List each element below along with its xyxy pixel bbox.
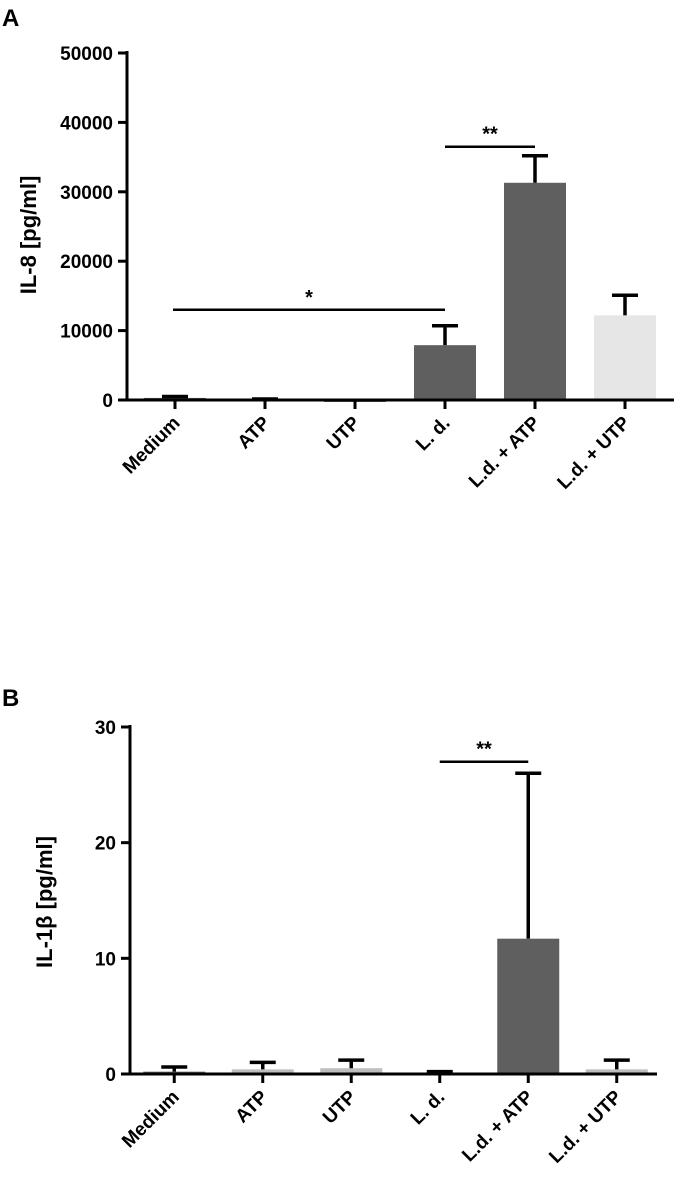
y-tick-label: 20 bbox=[95, 834, 116, 855]
plot-area-a: 0 10000 20000 30000 40000 50000 Medium ATP UTP L.… bbox=[60, 44, 674, 494]
bar-5 bbox=[504, 182, 566, 400]
y-tick-label: 10 bbox=[95, 949, 116, 970]
y-tick-label: 40000 bbox=[60, 113, 113, 134]
x-tick-label: L. d. bbox=[407, 1087, 449, 1129]
bar-2 bbox=[231, 1069, 294, 1074]
x-tick-label: UTP bbox=[319, 1086, 361, 1128]
x-tick-label: ATP bbox=[232, 1086, 273, 1127]
significance-label-1: ** bbox=[476, 739, 492, 761]
bar-6 bbox=[594, 315, 656, 400]
y-tick-label: 30 bbox=[95, 718, 116, 739]
significance-label-1: * bbox=[305, 287, 313, 309]
plot-area-b: 0 10 20 30 Medium ATP UTP L. d. L.d. + ATP L.d. +… bbox=[95, 718, 657, 1168]
x-tick-label: Medium bbox=[118, 1087, 184, 1153]
x-tick-label: L.d. + UTP bbox=[545, 1086, 626, 1167]
significance-label-2: ** bbox=[482, 124, 498, 146]
panel-letter-a: A bbox=[2, 5, 19, 32]
y-tick-label: 0 bbox=[102, 391, 113, 412]
x-tick-label: ATP bbox=[234, 412, 275, 453]
x-tick-label: UTP bbox=[323, 412, 365, 454]
panel-a: A IL-8 [pg/ml] 0 10000 20000 30000 40000 5000… bbox=[2, 5, 674, 494]
x-tick-label: L. d. bbox=[412, 413, 454, 455]
y-tick-label: 10000 bbox=[60, 322, 113, 343]
y-tick-label: 30000 bbox=[60, 183, 113, 204]
y-tick-label: 0 bbox=[105, 1065, 116, 1086]
x-tick-label: L.d. + ATP bbox=[465, 412, 545, 492]
x-tick-label: L.d. + ATP bbox=[458, 1086, 538, 1166]
bar-3 bbox=[320, 1068, 383, 1074]
panel-b: B IL-1β [pg/ml] 0 10 20 30 Medium ATP UTP L. d.… bbox=[2, 685, 657, 1168]
bar-4 bbox=[414, 345, 476, 400]
y-axis-title-a: IL-8 [pg/ml] bbox=[16, 176, 41, 295]
y-tick-label: 50000 bbox=[60, 44, 113, 65]
bar-6 bbox=[585, 1069, 648, 1074]
y-tick-label: 20000 bbox=[60, 252, 113, 273]
bar-5 bbox=[497, 938, 560, 1074]
panel-letter-b: B bbox=[2, 685, 19, 712]
x-tick-label: L.d. + UTP bbox=[554, 412, 635, 493]
y-axis-title-b: IL-1β [pg/ml] bbox=[32, 836, 57, 968]
x-tick-label: Medium bbox=[119, 413, 185, 479]
